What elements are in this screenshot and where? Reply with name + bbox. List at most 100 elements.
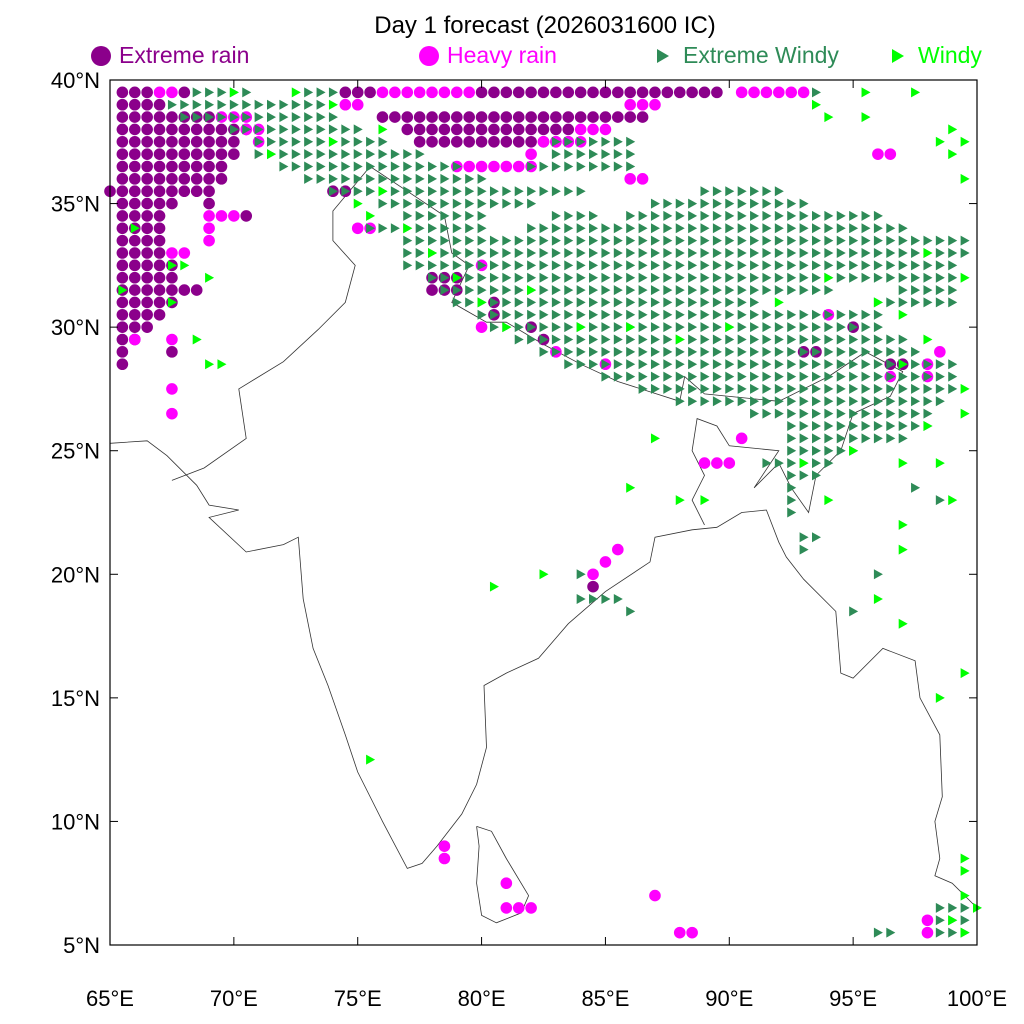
extreme-windy-marker xyxy=(811,470,821,481)
extreme-windy-marker xyxy=(502,235,512,246)
extreme-rain-marker xyxy=(178,284,191,296)
extreme-windy-marker xyxy=(960,915,970,926)
extreme-rain-marker xyxy=(228,148,240,160)
extreme-windy-marker xyxy=(477,198,487,209)
heavy-rain-marker xyxy=(587,123,599,136)
extreme-windy-marker xyxy=(935,915,945,926)
coastline xyxy=(109,440,978,909)
extreme-windy-marker xyxy=(601,272,611,283)
extreme-windy-marker xyxy=(613,272,623,283)
extreme-windy-marker xyxy=(452,248,462,258)
extreme-windy-marker xyxy=(762,371,772,382)
extreme-windy-marker xyxy=(911,396,921,407)
extreme-windy-marker xyxy=(824,421,834,431)
extreme-windy-marker xyxy=(564,161,574,172)
windy-marker xyxy=(527,285,537,296)
extreme-windy-marker xyxy=(304,136,314,147)
extreme-windy-marker xyxy=(774,248,784,258)
extreme-windy-marker xyxy=(279,161,289,172)
extreme-windy-marker xyxy=(675,210,685,221)
extreme-windy-marker xyxy=(589,161,599,172)
windy-marker xyxy=(948,495,958,506)
heavy-rain-marker xyxy=(673,926,686,939)
extreme-rain-marker xyxy=(215,123,228,136)
legend-heavy-rain: Heavy rain xyxy=(419,42,557,69)
extreme-windy-marker xyxy=(935,359,945,370)
extreme-windy-marker xyxy=(824,248,834,258)
extreme-windy-marker xyxy=(774,235,784,246)
extreme-windy-marker xyxy=(328,124,338,135)
extreme-windy-marker xyxy=(564,136,574,147)
extreme-windy-marker xyxy=(787,248,797,258)
windy-marker xyxy=(403,223,413,234)
extreme-windy-marker xyxy=(601,359,611,370)
heavy-rain-marker xyxy=(773,86,785,99)
extreme-windy-marker xyxy=(750,322,760,333)
extreme-windy-marker xyxy=(551,235,561,246)
extreme-windy-marker xyxy=(489,272,499,283)
extreme-rain-marker xyxy=(153,284,166,296)
extreme-windy-marker xyxy=(873,396,883,407)
windy-marker xyxy=(192,334,202,345)
extreme-windy-marker xyxy=(861,346,871,357)
extreme-windy-marker xyxy=(861,210,871,221)
heavy-rain-marker xyxy=(797,86,810,99)
extreme-rain-marker xyxy=(128,148,141,160)
extreme-rain-marker xyxy=(426,111,438,123)
extreme-rain-marker xyxy=(364,86,376,99)
extreme-windy-marker xyxy=(390,223,400,234)
extreme-rain-marker xyxy=(475,111,488,123)
extreme-windy-marker xyxy=(452,260,462,271)
extreme-windy-marker xyxy=(663,260,673,271)
heavy-rain-marker xyxy=(537,135,550,148)
extreme-windy-marker xyxy=(911,371,921,382)
extreme-windy-marker xyxy=(601,223,611,234)
extreme-windy-marker xyxy=(836,248,846,258)
extreme-windy-marker xyxy=(750,309,760,320)
extreme-windy-marker xyxy=(638,223,648,234)
extreme-windy-marker xyxy=(626,248,636,258)
extreme-windy-marker xyxy=(787,495,797,506)
extreme-windy-marker xyxy=(799,396,809,407)
extreme-windy-marker xyxy=(589,359,599,370)
extreme-windy-marker xyxy=(750,186,760,197)
extreme-windy-marker xyxy=(787,334,797,345)
extreme-rain-marker xyxy=(525,135,537,148)
heavy-rain-marker xyxy=(178,247,191,259)
extreme-rain-marker xyxy=(488,123,500,136)
extreme-windy-marker xyxy=(527,334,537,345)
extreme-windy-marker xyxy=(750,359,760,370)
extreme-windy-marker xyxy=(415,173,425,184)
extreme-windy-marker xyxy=(564,285,574,296)
extreme-rain-marker xyxy=(128,247,141,259)
extreme-windy-marker xyxy=(849,223,859,234)
extreme-rain-marker xyxy=(141,98,153,111)
extreme-windy-marker xyxy=(787,482,797,493)
x-tick-label: 100°E xyxy=(947,986,1007,1011)
windy-marker xyxy=(935,458,945,469)
windy-marker xyxy=(799,458,809,469)
extreme-windy-marker xyxy=(205,112,215,123)
extreme-windy-marker xyxy=(601,371,611,382)
extreme-windy-marker xyxy=(811,248,821,258)
windy-marker xyxy=(477,297,487,308)
extreme-windy-marker xyxy=(217,99,227,110)
extreme-rain-marker xyxy=(574,86,587,99)
extreme-windy-marker xyxy=(923,371,933,382)
extreme-windy-marker xyxy=(316,149,326,160)
extreme-windy-marker xyxy=(663,248,673,258)
extreme-windy-marker xyxy=(948,235,958,246)
extreme-windy-marker xyxy=(514,186,524,197)
extreme-windy-marker xyxy=(737,235,747,246)
extreme-windy-marker xyxy=(279,136,289,147)
extreme-windy-marker xyxy=(650,198,660,209)
extreme-windy-marker xyxy=(341,186,351,197)
windy-marker xyxy=(539,569,549,580)
extreme-windy-marker xyxy=(192,87,202,98)
extreme-rain-marker xyxy=(128,296,141,309)
extreme-rain-marker xyxy=(153,123,166,136)
extreme-windy-marker xyxy=(527,198,537,209)
extreme-windy-marker xyxy=(787,210,797,221)
extreme-windy-marker xyxy=(316,112,326,123)
national-border xyxy=(171,165,904,526)
